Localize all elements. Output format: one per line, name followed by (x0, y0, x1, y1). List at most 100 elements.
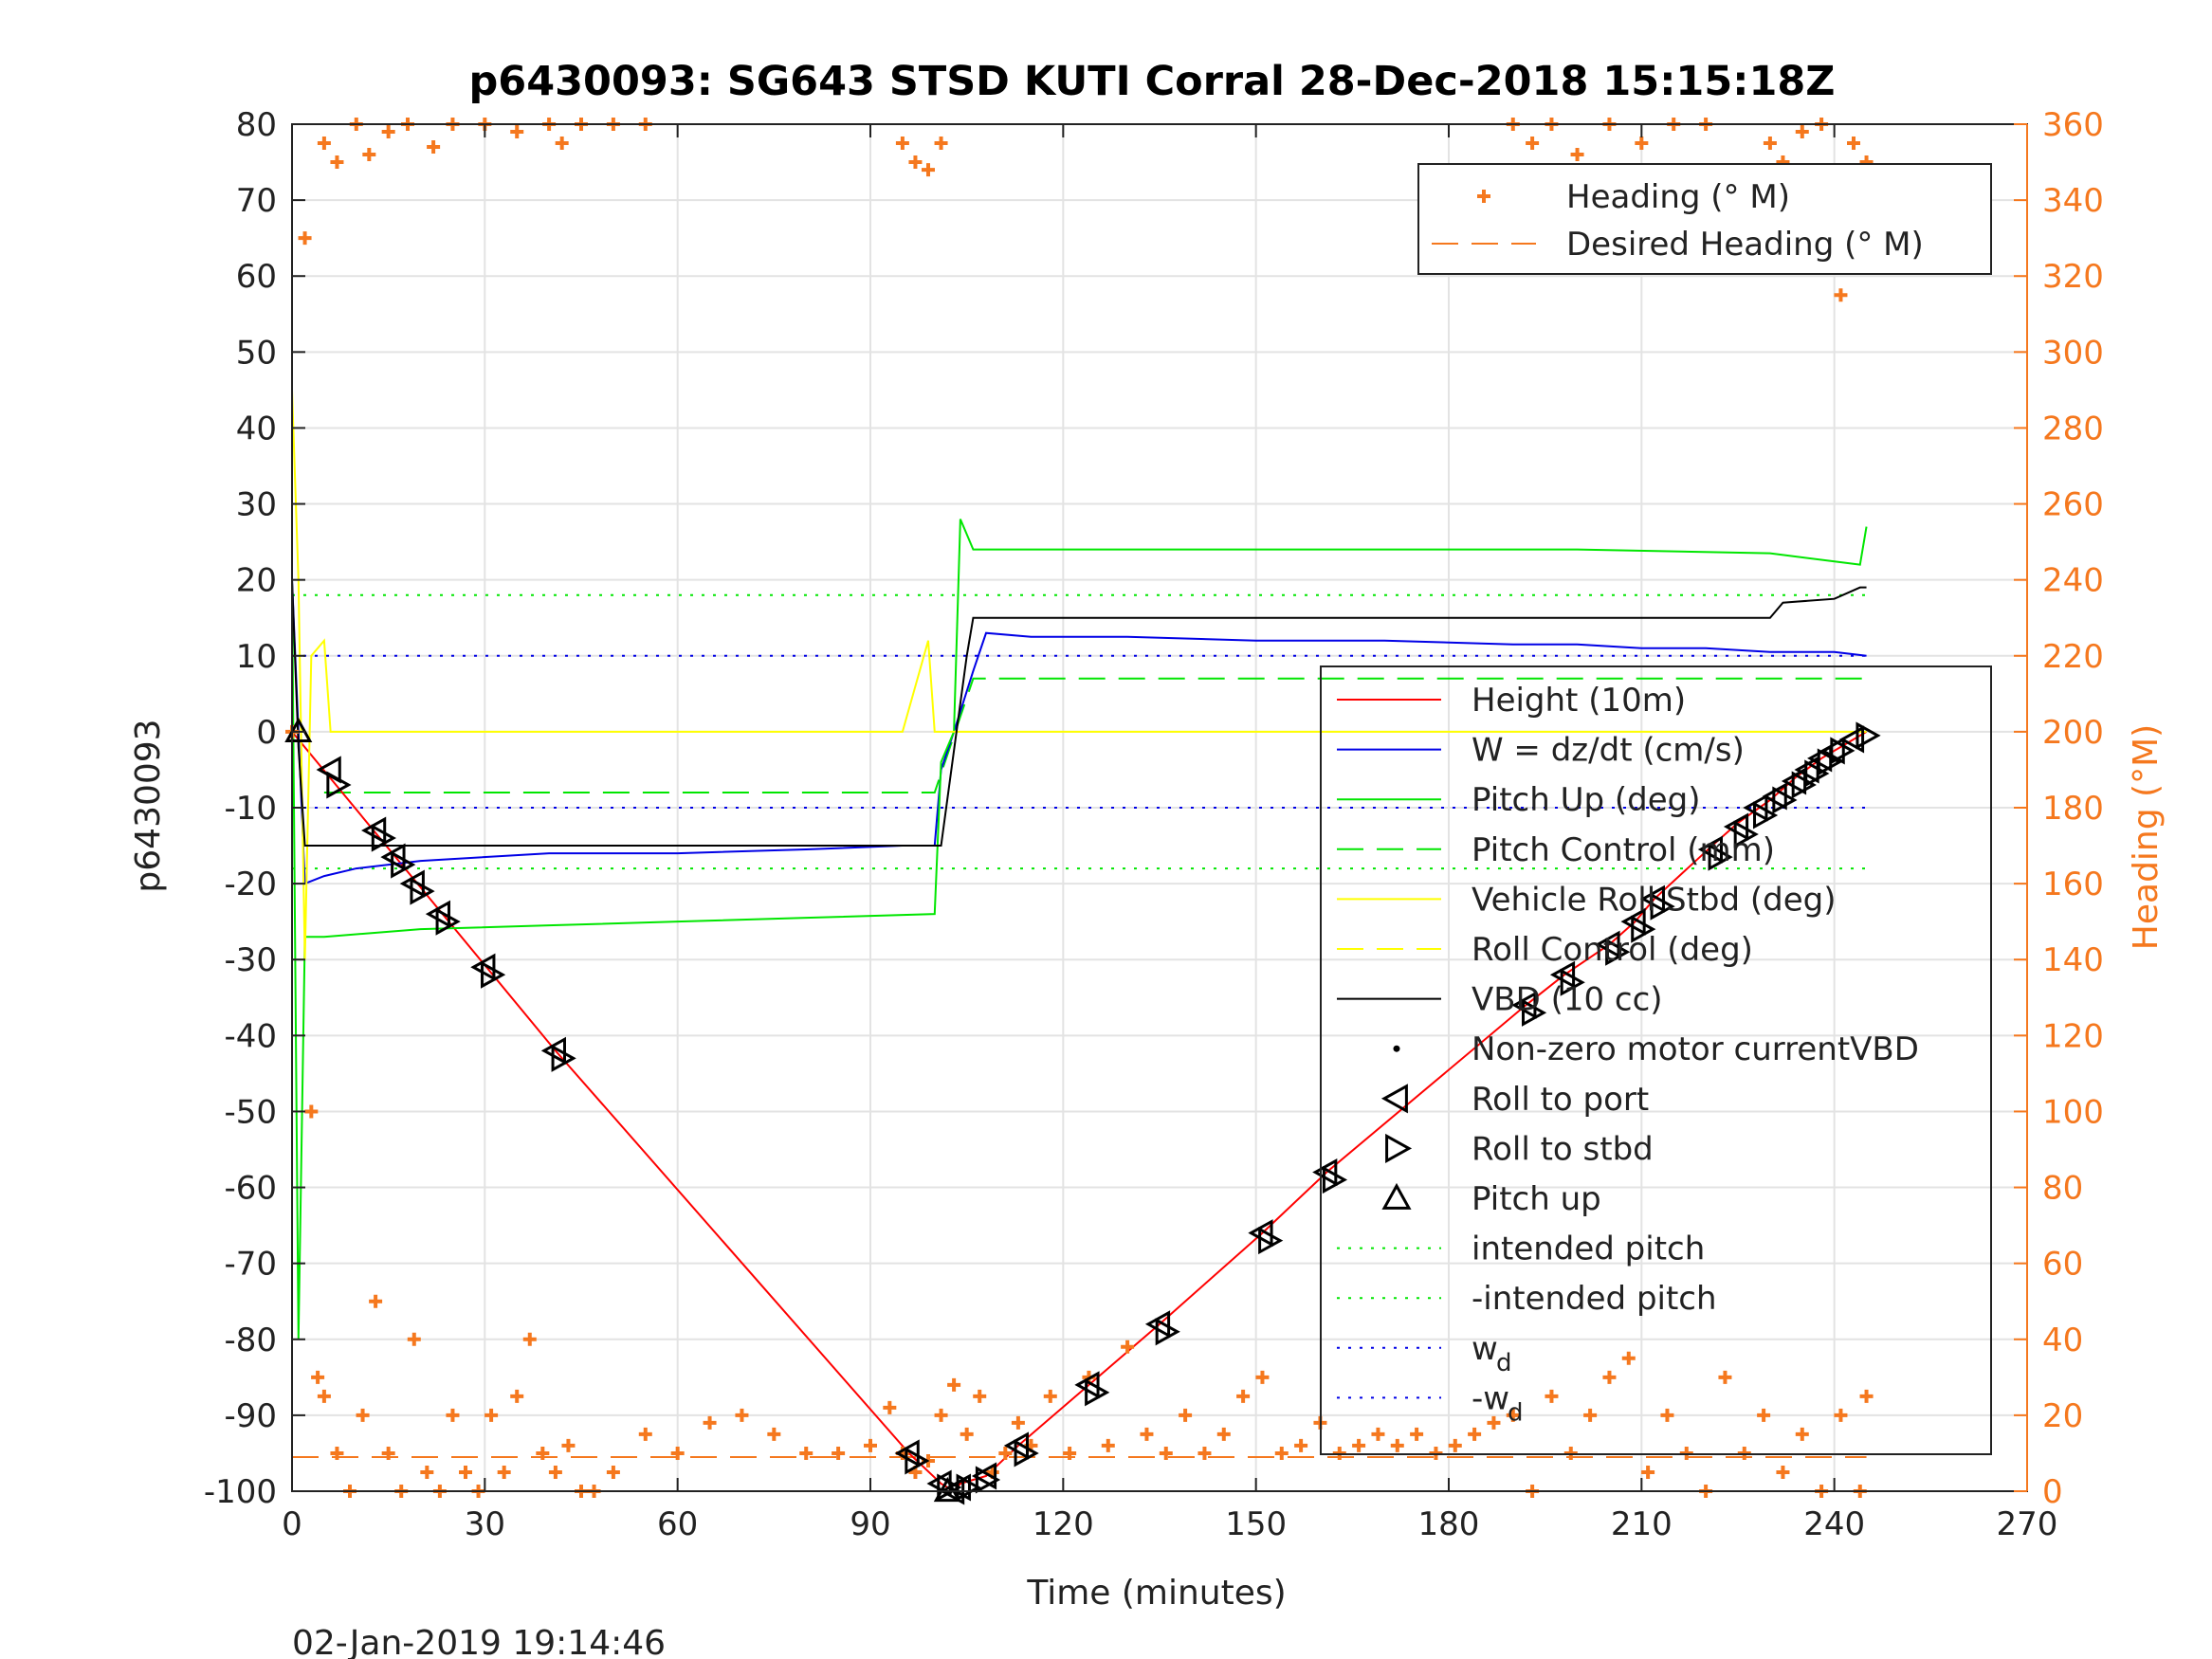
roll-to-port-marker (1074, 1371, 1100, 1399)
roll-to-port-marker (1595, 930, 1620, 958)
roll-to-stbd-marker (1791, 771, 1817, 799)
x-tick-label: 240 (1803, 1505, 1865, 1543)
y-tick-label: 10 (236, 638, 277, 676)
roll-to-port-marker (1549, 960, 1576, 989)
y-tick-label: -40 (224, 1017, 277, 1055)
y-tick-label: -10 (224, 790, 277, 828)
legend-label: -intended pitch (1472, 1280, 1717, 1318)
heading-point (922, 163, 935, 177)
roll-to-port-marker (399, 869, 425, 898)
heading-point (908, 155, 923, 170)
heading-point (1834, 1408, 1848, 1422)
y-right-tick-label: 20 (2042, 1397, 2083, 1435)
footer-timestamp: 02-Jan-2019 19:14:46 (292, 1624, 666, 1659)
roll-to-stbd-marker (410, 877, 435, 905)
x-tick-label: 90 (850, 1505, 890, 1543)
heading-point (934, 137, 948, 151)
roll-to-stbd-marker (435, 907, 461, 936)
heading-point (735, 1408, 749, 1422)
y-tick-label: -100 (204, 1473, 277, 1511)
y-right-tick-label: 0 (2042, 1473, 2063, 1511)
heading-point (1140, 1427, 1154, 1441)
roll-to-stbd-marker (1522, 998, 1547, 1027)
heading-point (497, 1465, 511, 1479)
heading-point (420, 1465, 434, 1479)
roll-to-stbd-marker (1650, 892, 1675, 921)
x-tick-label: 0 (282, 1505, 302, 1543)
y-axis-left: 80 70 60 50 40 30 20 10 0 -10 -20 -30 -40 -50 -60 -70 -8… (204, 106, 305, 1511)
roll-to-port-marker (1312, 1158, 1338, 1187)
roll-to-port-marker (1639, 884, 1665, 913)
y-right-tick-label: 240 (2042, 562, 2104, 600)
heading-point (1757, 1408, 1771, 1422)
heading-point (1011, 1415, 1025, 1430)
heading-point (973, 1389, 987, 1403)
chart-title: p6430093: SG643 STSD KUTI Corral 28-Dec-… (469, 58, 1836, 105)
heading-point (1679, 1446, 1693, 1460)
y-tick-label: -80 (224, 1322, 277, 1359)
y-tick-label: 0 (256, 714, 277, 752)
roll-to-port-marker (1838, 725, 1865, 754)
legend-heading: Heading (° M) Desired Heading (° M) (1417, 163, 1992, 275)
y-tick-label: 70 (236, 182, 277, 220)
y-right-tick-label: 200 (2042, 714, 2104, 752)
roll-to-port-marker (425, 900, 450, 928)
x-tick-label: 180 (1418, 1505, 1480, 1543)
heading-point (317, 137, 331, 151)
legend-swatch (1380, 1084, 1408, 1114)
y-axis-right-label: Heading (°M) (2127, 724, 2166, 950)
legend-swatch (1393, 1045, 1400, 1052)
y-right-tick-label: 60 (2042, 1246, 2083, 1284)
legend-label: Non-zero motor currentVBD (1472, 1030, 1919, 1068)
x-tick-label: 210 (1611, 1505, 1673, 1543)
heading-point (1718, 1370, 1732, 1384)
heading-point (330, 1446, 344, 1460)
heading-point (369, 1294, 383, 1308)
reference-lines (292, 593, 1867, 1458)
y-tick-label: 80 (236, 106, 277, 144)
heading-point (1159, 1446, 1173, 1460)
legend-label: Roll to stbd (1472, 1130, 1654, 1168)
y-right-tick-label: 260 (2042, 486, 2104, 524)
heading-point (317, 1389, 331, 1403)
heading-point (522, 1332, 537, 1346)
roll-to-stbd-marker (1605, 938, 1631, 966)
heading-point (1294, 1438, 1308, 1452)
roll-to-port-marker (1248, 1219, 1273, 1248)
x-tick-label: 270 (1997, 1505, 2058, 1543)
heading-point (1410, 1427, 1424, 1441)
heading-point (510, 1389, 524, 1403)
heading-point (407, 1332, 421, 1346)
roll-to-port-marker (894, 1439, 920, 1468)
marker-layer (284, 717, 1881, 1505)
legend-heading-box (1417, 163, 1992, 275)
roll-to-port-marker (361, 816, 387, 845)
roll-to-stbd-marker (1733, 820, 1759, 848)
roll-to-port-marker (1511, 991, 1537, 1019)
heading-point (1390, 1438, 1404, 1452)
roll-to-stbd-marker (1708, 843, 1733, 871)
heading-point (362, 148, 376, 162)
series-pitch-up-deg (291, 519, 1868, 1340)
roll-to-port-marker (1003, 1431, 1029, 1460)
legend-label: Vehicle Roll Stbd (deg) (1472, 881, 1837, 919)
heading-point (1583, 1408, 1598, 1422)
heading-point (1332, 1446, 1346, 1460)
roll-to-stbd-marker (1322, 1165, 1348, 1194)
legend-label: Height (10m) (1472, 682, 1686, 720)
legend-swatch (1385, 1133, 1413, 1163)
legend-main: Height (10m) W = dz/dt (cm/s) Pitch Up (de… (1320, 665, 1992, 1455)
roll-to-port-marker (1723, 812, 1749, 841)
heading-point (947, 1377, 961, 1392)
roll-to-stbd-marker (1753, 801, 1779, 830)
heading-point (1526, 137, 1540, 151)
roll-to-stbd-marker (1014, 1439, 1039, 1468)
heading-point (1795, 1427, 1809, 1441)
heading-point (1371, 1427, 1385, 1441)
y-axis-label: p6430093 (129, 719, 168, 892)
roll-to-stbd-marker (551, 1044, 576, 1072)
roll-to-stbd-marker (326, 771, 352, 799)
legend-heading-label: Heading (° M) (1566, 178, 1790, 216)
roll-to-stbd-marker (371, 824, 396, 852)
